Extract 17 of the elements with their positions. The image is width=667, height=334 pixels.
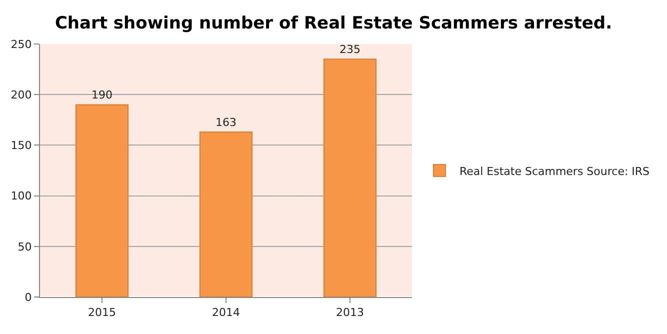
data-label: 163 bbox=[216, 116, 236, 130]
y-tick-label: 250 bbox=[10, 38, 32, 51]
y-tick-label: 0 bbox=[24, 290, 32, 304]
chart-title: Chart showing number of Real Estate Scammers arrested. bbox=[54, 14, 612, 34]
y-tick-label: 200 bbox=[10, 88, 32, 102]
x-tick-label: 2014 bbox=[212, 306, 240, 320]
bar bbox=[75, 104, 129, 297]
data-label: 190 bbox=[92, 88, 112, 102]
data-label: 235 bbox=[340, 43, 360, 56]
y-tick-label: 50 bbox=[18, 240, 32, 254]
bar bbox=[323, 58, 377, 297]
y-tick-label: 150 bbox=[10, 139, 32, 152]
legend-label: Real Estate Scammers Source: IRS bbox=[459, 164, 650, 178]
x-tick-label: 2015 bbox=[88, 306, 116, 320]
x-tick-label: 2013 bbox=[336, 306, 364, 320]
y-tick-label: 100 bbox=[10, 190, 32, 203]
bar bbox=[199, 132, 253, 297]
